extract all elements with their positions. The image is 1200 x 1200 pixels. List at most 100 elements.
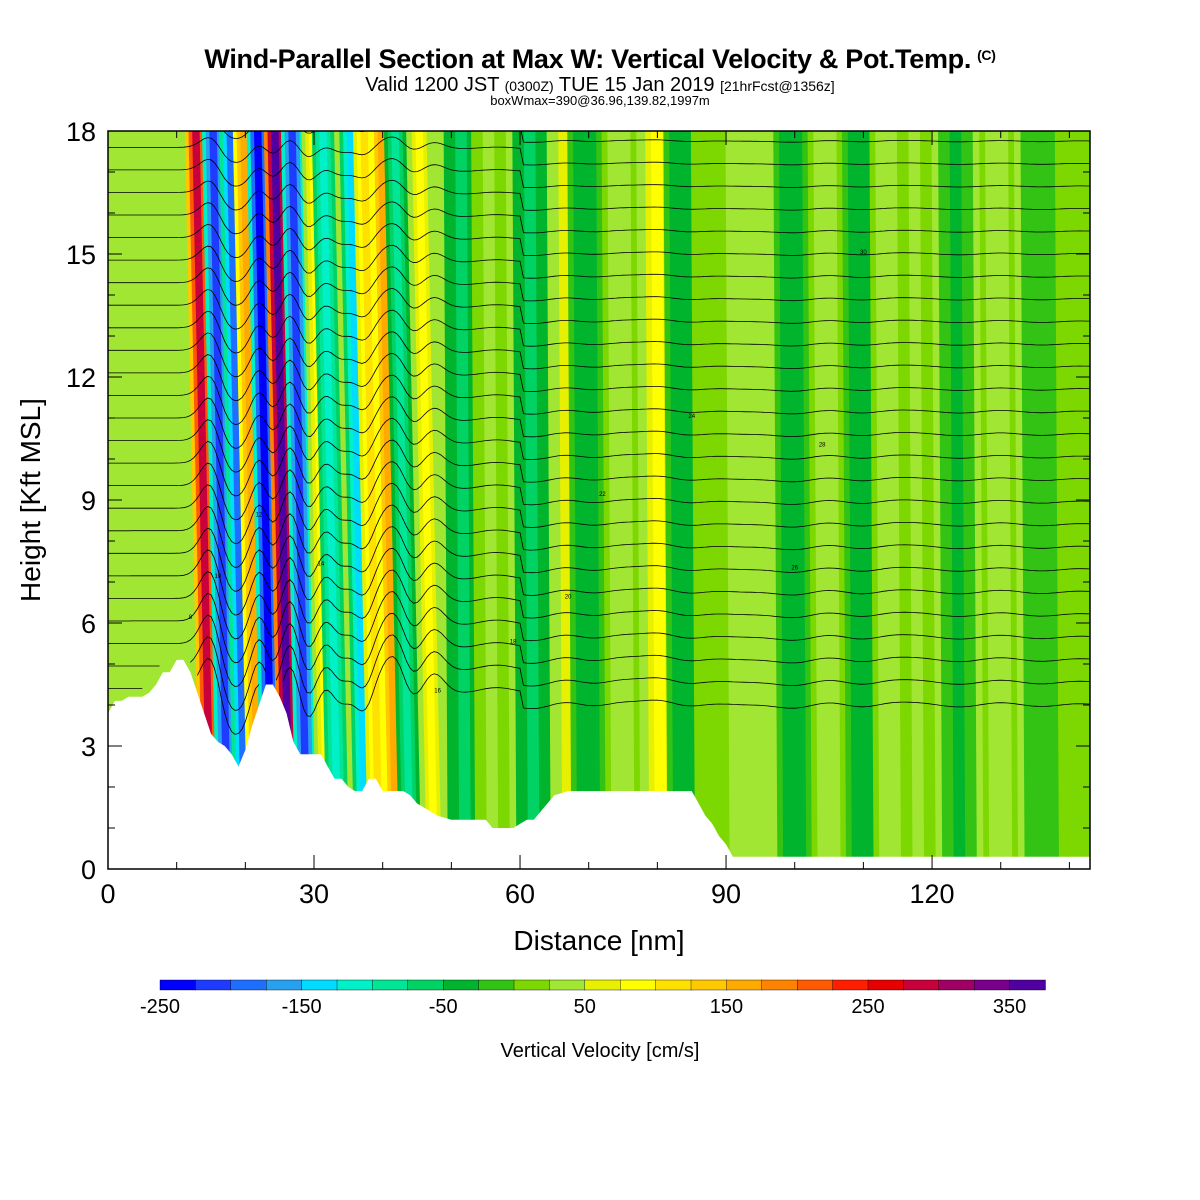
colorbar-swatch: [301, 979, 338, 991]
w-band: [482, 131, 499, 869]
colorbar-swatch: [443, 979, 480, 991]
subtitle-utc: (0300Z): [504, 78, 554, 94]
isentrope-label: 14: [318, 562, 325, 568]
colorbar-title: Vertical Velocity [cm/s]: [501, 1040, 700, 1062]
isentrope-label: 26: [791, 566, 798, 572]
w-band: [240, 131, 263, 869]
colorbar-swatch: [478, 979, 515, 991]
isentrope: [108, 439, 1090, 497]
colorbar-swatch: [655, 979, 692, 991]
colorbar-swatch: [159, 979, 197, 991]
colorbar-tick-label: 50: [574, 996, 596, 1018]
colorbar-tick-label: -50: [429, 996, 458, 1018]
x-tick-label: 120: [910, 879, 955, 909]
copyright-mark: (C): [977, 47, 996, 63]
isentrope: [108, 396, 1090, 449]
x-tick-label: 30: [299, 879, 329, 909]
isentrope: [108, 309, 1090, 354]
colorbar-swatch: [974, 979, 1011, 991]
w-band: [853, 131, 870, 869]
isentrope-label: 20: [565, 594, 572, 600]
y-tick-label: 3: [81, 732, 96, 762]
isentrope: [108, 461, 1090, 521]
colorbar-swatch: [726, 979, 763, 991]
colorbar-tick-label: 350: [993, 996, 1026, 1018]
subtitle-forecast: [21hrFcst@1356z]: [720, 78, 835, 94]
subtitle-date: TUE 15 Jan 2019: [558, 74, 715, 96]
isentrope: [108, 353, 1090, 402]
w-band: [288, 131, 311, 869]
colorbar-swatch: [407, 979, 444, 991]
isentrope-label: 30: [860, 250, 867, 256]
w-band: [319, 131, 342, 869]
y-tick-label: 9: [81, 486, 96, 516]
chart-subtitle: Valid 1200 JST (0300Z) TUE 15 Jan 2019 […: [0, 74, 1200, 97]
isentrope: [108, 656, 1090, 735]
colorbar-swatch: [690, 979, 728, 991]
isentrope-label: 12: [256, 512, 263, 518]
potential-temperature-contours: 8 10 12 14 16 18 20 22 24 26 28 30: [108, 131, 1090, 735]
y-tick-label: 0: [81, 855, 96, 885]
terrain: [108, 659, 1090, 869]
isentrope-label: 22: [599, 492, 606, 498]
isentrope-label: 28: [819, 443, 826, 449]
w-band: [650, 131, 667, 869]
colorbar-swatch: [195, 979, 232, 991]
x-axis-title: Distance [nm]: [513, 925, 684, 956]
chart-title-text: Wind-Parallel Section at Max W: Vertical…: [204, 44, 972, 74]
isentrope: [108, 136, 1090, 166]
w-band: [819, 131, 835, 869]
w-band: [209, 131, 232, 869]
isentrope: [108, 634, 1090, 711]
w-band: [702, 131, 719, 869]
w-band: [346, 131, 370, 869]
axes: 0 30 60 90 120 0 3 6 9 12 15 18: [66, 117, 1090, 909]
isentrope: [108, 612, 1090, 688]
colorbar-swatch: [266, 979, 303, 991]
y-tick-label: 6: [81, 609, 96, 639]
isentrope: [108, 569, 1090, 640]
isentrope: [108, 158, 1090, 188]
y-tick-label: 12: [66, 363, 96, 393]
w-band: [455, 131, 471, 869]
isentrope: [108, 266, 1090, 306]
isentrope-label: 16: [434, 689, 441, 695]
isentrope: [108, 591, 1090, 664]
w-band: [192, 131, 215, 869]
isentrope: [108, 504, 1090, 568]
w-band: [1032, 131, 1048, 869]
colorbar-swatch: [620, 979, 657, 991]
colorbar-swatch: [584, 979, 621, 991]
isentrope-label: 8: [189, 615, 193, 621]
isentrope: [108, 201, 1090, 235]
x-tick-label: 60: [505, 879, 535, 909]
w-band: [674, 131, 691, 869]
colorbar-tick-label: 150: [710, 996, 743, 1018]
w-band: [784, 131, 801, 869]
isentrope-label: 18: [510, 640, 517, 646]
colorbar-swatch: [903, 979, 940, 991]
isentrope: [108, 331, 1090, 378]
isentrope: [108, 482, 1090, 545]
x-tick-label: 0: [100, 879, 115, 909]
isentrope: [108, 547, 1090, 616]
w-band: [1066, 131, 1083, 869]
subtitle-valid: Valid 1200 JST: [365, 74, 500, 96]
isentrope: [108, 417, 1090, 473]
colorbar-swatch: [761, 979, 798, 991]
colorbar-swatch: [549, 979, 586, 991]
isentrope: [108, 223, 1090, 259]
y-tick-label: 18: [66, 117, 96, 147]
colorbar-tick-label: 250: [851, 996, 884, 1018]
y-axis-title: Height [Kft MSL]: [15, 398, 46, 602]
isentrope: [108, 179, 1090, 211]
w-band: [391, 131, 414, 869]
w-band: [226, 131, 250, 869]
colorbar-tick-label: -250: [140, 996, 180, 1018]
colorbar-swatch: [867, 979, 905, 991]
colorbar-swatch: [513, 979, 551, 991]
isentrope: [108, 374, 1090, 425]
isentrope: [223, 131, 1090, 143]
isentrope-label: 10: [215, 574, 222, 580]
chart-title: Wind-Parallel Section at Max W: Vertical…: [0, 44, 1200, 75]
